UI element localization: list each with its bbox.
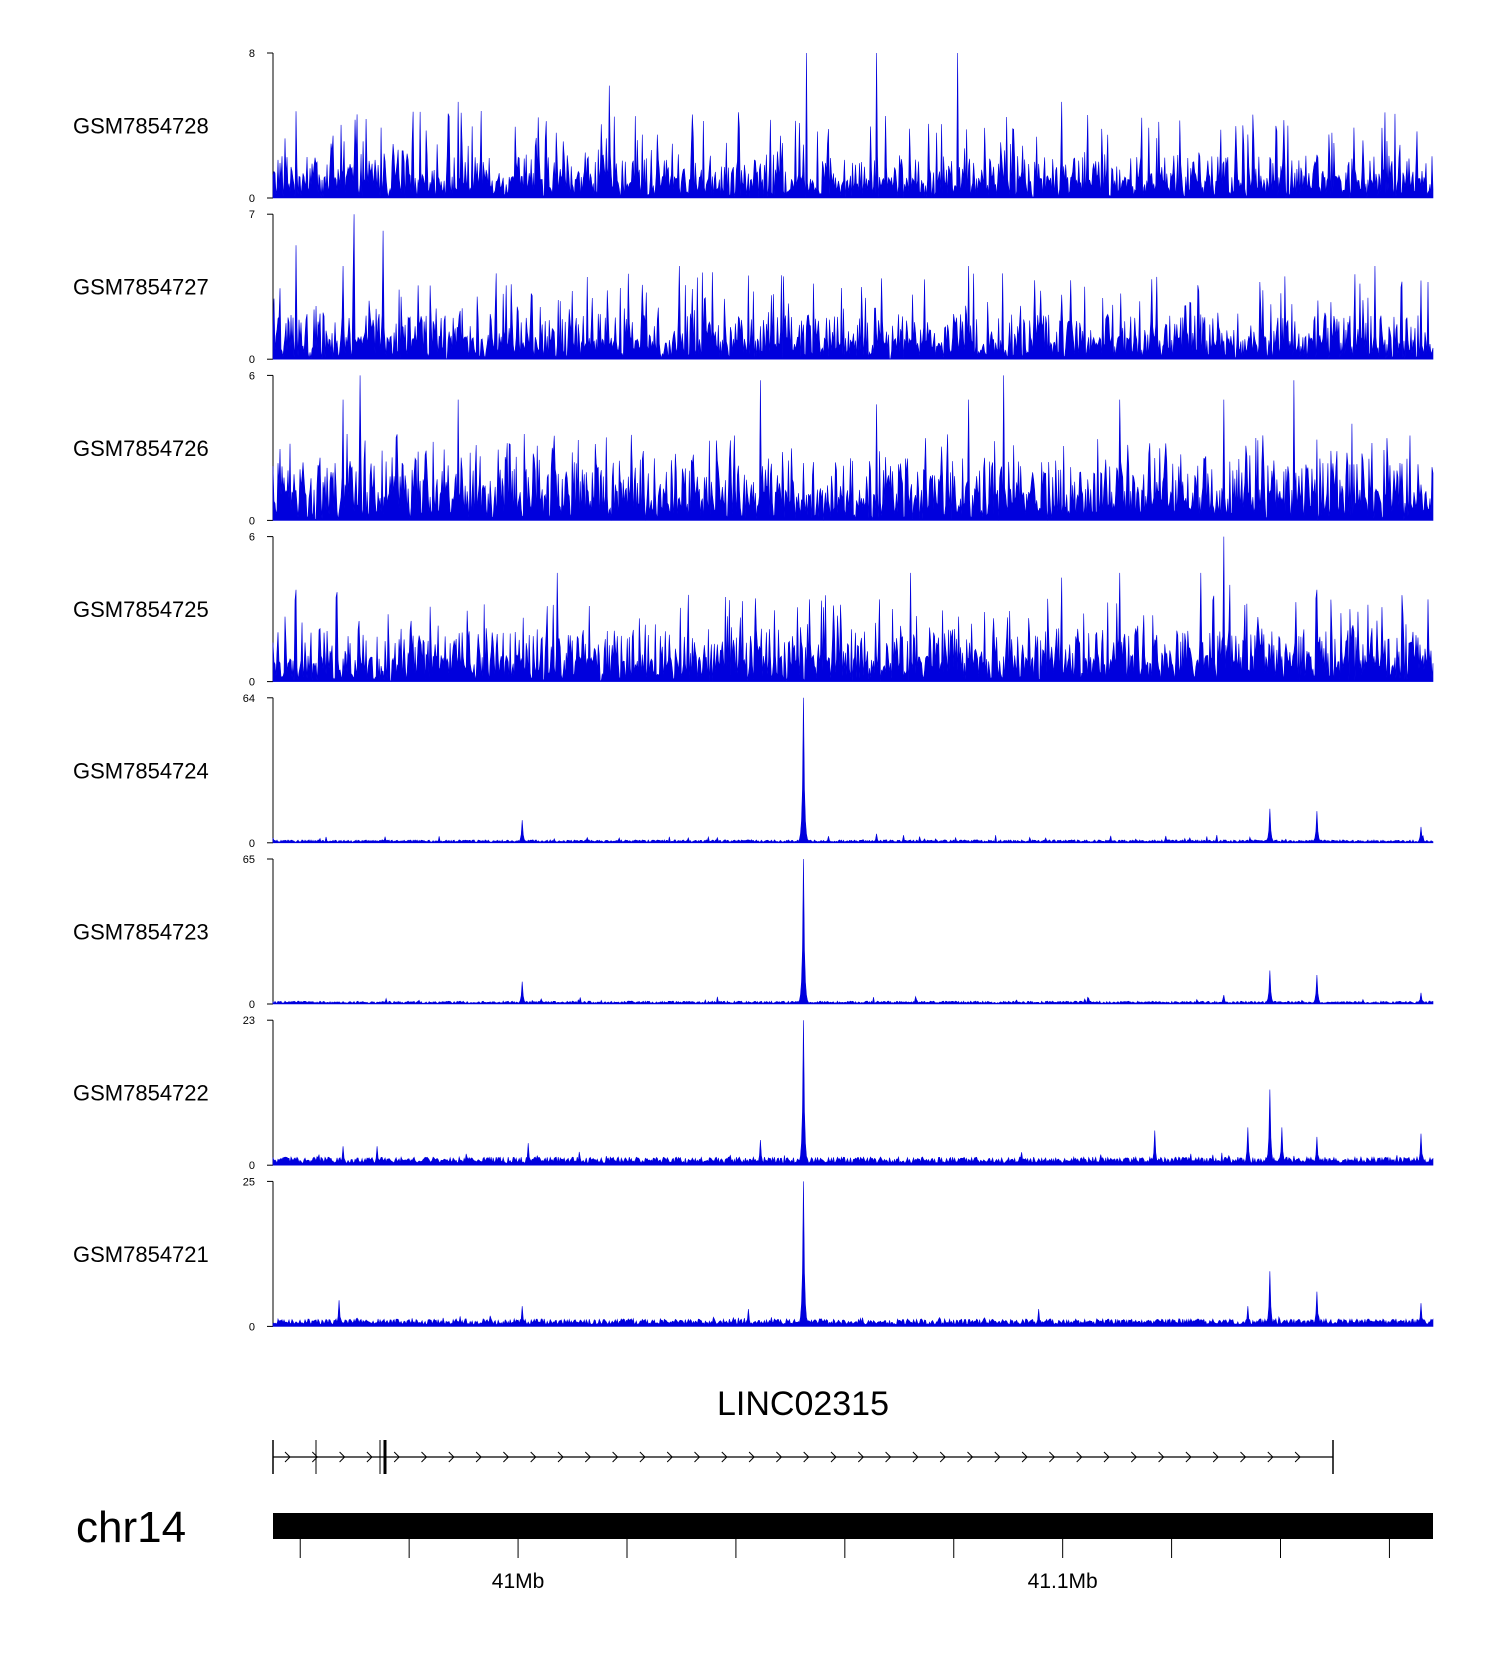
strand-arrow [639,1451,646,1463]
gene-track: LINC02315 [272,1385,1334,1474]
y-min-label: 0 [249,1160,255,1172]
strand-arrow [1294,1451,1301,1463]
strand-arrow [803,1451,810,1463]
y-max-label: 6 [249,532,255,544]
x-tick-label: 41.1Mb [1028,1570,1098,1593]
strand-arrow [584,1451,592,1463]
x-tick-label: 41Mb [492,1570,545,1593]
strand-arrow [967,1451,974,1463]
strand-arrow [721,1451,728,1463]
y-min-label: 0 [249,193,255,205]
strand-arrow [694,1451,701,1463]
strand-arrow [1130,1451,1138,1463]
coverage-area [272,858,1434,1005]
strand-arrow [857,1451,865,1463]
y-max-label: 65 [243,854,255,866]
strand-arrow [503,1451,510,1463]
y-max-label: 64 [243,693,255,705]
strand-arrow [1185,1451,1192,1463]
strand-arrow [1267,1451,1274,1463]
track-GSM7854721: GSM7854721 25 0 [73,1176,1434,1333]
y-max-label: 7 [249,209,255,221]
strand-arrow [530,1451,537,1463]
y-min-label: 0 [249,515,255,527]
gene-model [272,1440,1334,1474]
strand-arrow [666,1451,673,1463]
gene-label: LINC02315 [717,1385,889,1423]
coverage-area [272,375,1434,521]
strand-arrow [1212,1451,1219,1463]
strand-arrow [475,1451,482,1463]
y-min-label: 0 [249,999,255,1011]
strand-arrow [1076,1451,1083,1463]
y-max-label: 25 [243,1176,255,1188]
y-min-label: 0 [249,1321,255,1333]
strand-arrow [1240,1451,1247,1463]
track-label: GSM7854723 [73,920,209,945]
strand-arrow [393,1451,400,1463]
coverage-area [272,52,1434,199]
coverage-area [272,214,1434,360]
strand-arrow [885,1451,892,1463]
track-label: GSM7854721 [73,1242,209,1267]
coverage-area [272,697,1434,844]
strand-arrow [1103,1451,1110,1463]
coverage-area [272,536,1434,683]
track-GSM7854722: GSM7854722 23 0 [73,1015,1434,1172]
track-label: GSM7854727 [73,275,209,300]
coverage-area [272,1020,1434,1166]
track-GSM7854724: GSM7854724 64 0 [73,693,1434,850]
y-min-label: 0 [249,838,255,850]
strand-arrow [366,1451,373,1463]
y-min-label: 0 [249,677,255,689]
strand-arrow [1158,1451,1165,1463]
track-label: GSM7854724 [73,758,209,783]
strand-arrow [339,1451,346,1463]
coverage-area [272,1181,1434,1327]
track-GSM7854723: GSM7854723 65 0 [73,854,1434,1011]
strand-arrow [776,1451,783,1463]
strand-arrow [912,1451,919,1463]
strand-arrow [1021,1451,1028,1463]
track-label: GSM7854722 [73,1081,209,1106]
strand-arrow [612,1451,619,1463]
y-max-label: 23 [243,1015,255,1027]
chromosome-bar [273,1513,1433,1539]
strand-arrow [748,1451,755,1463]
strand-arrow [994,1451,1001,1463]
track-label: GSM7854728 [73,114,209,139]
strand-arrow [1049,1451,1056,1463]
strand-arrow [448,1451,455,1463]
track-GSM7854726: GSM7854726 6 0 [73,370,1434,527]
genomic-x-axis: 41Mb 41.1Mb [273,1513,1433,1593]
track-label: GSM7854725 [73,597,209,622]
strand-arrow [830,1451,837,1463]
strand-arrow [421,1451,428,1463]
track-GSM7854727: GSM7854727 7 0 [73,209,1434,366]
strand-arrow [939,1451,946,1463]
strand-arrow [557,1451,564,1463]
strand-arrow [284,1451,291,1463]
track-GSM7854728: GSM7854728 8 0 [73,48,1434,205]
y-max-label: 6 [249,370,255,382]
chromosome-label: chr14 [76,1503,186,1552]
y-min-label: 0 [249,354,255,366]
y-max-label: 8 [249,48,255,60]
chromosome-axis: chr14 41Mb 41.1Mb [76,1503,1433,1593]
strand-arrow [311,1451,319,1463]
track-label: GSM7854726 [73,436,209,461]
coverage-tracks: GSM785472880GSM785472770GSM785472660GSM7… [73,48,1434,1333]
track-GSM7854725: GSM7854725 6 0 [73,532,1434,689]
